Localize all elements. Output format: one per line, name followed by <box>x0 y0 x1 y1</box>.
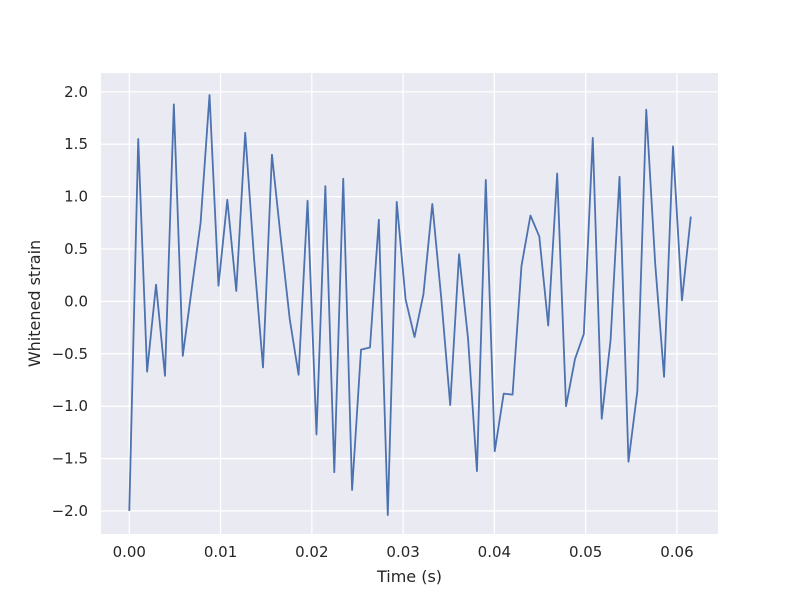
x-tick-label: 0.00 <box>113 543 146 561</box>
y-tick-label: 1.5 <box>64 135 88 153</box>
y-tick-label: −1.0 <box>52 397 88 415</box>
x-tick-label: 0.01 <box>204 543 237 561</box>
y-tick-label: 0.5 <box>64 240 88 258</box>
x-tick-label: 0.02 <box>295 543 328 561</box>
y-axis-ticks: 2.0 1.5 1.0 0.5 0.0 −0.5 −1.0 −1.5 −2.0 <box>52 83 88 520</box>
x-tick-label: 0.05 <box>569 543 602 561</box>
x-axis-label: Time (s) <box>376 567 442 586</box>
x-tick-label: 0.04 <box>478 543 511 561</box>
y-tick-label: 1.0 <box>64 188 88 206</box>
y-tick-label: 0.0 <box>64 292 88 310</box>
plot-area-background <box>101 73 718 534</box>
y-tick-label: −1.5 <box>52 450 88 468</box>
x-tick-label: 0.06 <box>660 543 693 561</box>
y-tick-label: −2.0 <box>52 502 88 520</box>
series-layer <box>128 94 692 517</box>
y-tick-label: −0.5 <box>52 345 88 363</box>
strain-series-line <box>128 94 692 517</box>
x-axis-ticks: 0.00 0.01 0.02 0.03 0.04 0.05 0.06 <box>113 543 694 561</box>
y-axis-label: Whitened strain <box>25 240 44 367</box>
y-tick-label: 2.0 <box>64 83 88 101</box>
x-tick-label: 0.03 <box>386 543 419 561</box>
